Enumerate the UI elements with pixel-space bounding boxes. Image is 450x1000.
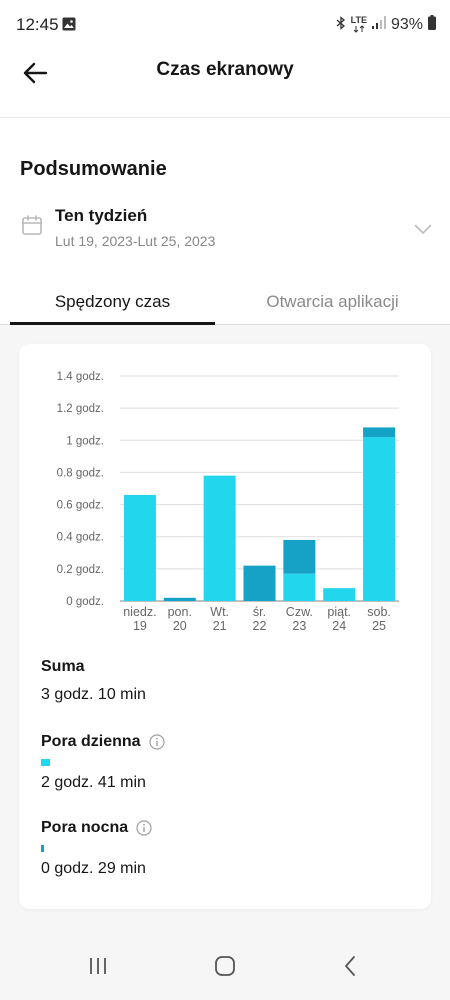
active-tab-indicator [10,322,215,325]
x-tick-label: 23 [292,619,306,633]
home-icon [215,956,235,976]
x-tick-label: 22 [253,619,267,633]
status-time: 12:45 [16,15,59,34]
recents-icon [90,958,106,974]
tab-time-spent[interactable]: Spędzony czas [54,292,171,311]
recents-button[interactable] [76,954,120,978]
stats-panel: Suma 3 godz. 10 min Pora dzienna 2 godz.… [41,656,411,878]
battery-level: 93% [390,15,423,33]
y-tick-label: 0.4 godz. [57,532,104,544]
nav-back-button[interactable] [328,954,372,978]
x-tick-label: 21 [213,619,227,633]
summary-section: Podsumowanie Ten tydzień Lut 19, 2023-Lu… [0,118,450,325]
x-tick-label: 24 [332,619,346,633]
status-indicators: LTE 93% [336,15,436,34]
x-tick-label: niedz. [123,605,156,619]
x-tick-label: pon. [168,605,192,619]
y-tick-label: 1 godz. [66,435,104,447]
tab-app-opens[interactable]: Otwarcia aplikacji [266,292,399,311]
bar-day [323,588,356,601]
info-icon[interactable] [148,734,165,750]
info-icon[interactable] [136,820,152,836]
x-tick-label: 25 [372,619,386,633]
bar-day [283,573,316,601]
screen-time-card: 0 godz. 0.2 godz. 0.4 godz. 0.6 godz. 0.8 go… [19,344,431,909]
nighttime-label: Pora nocna [41,819,129,836]
gallery-notification-icon [62,17,76,36]
y-tick-label: 1.4 godz. [57,371,104,383]
daytime-value: 2 godz. 41 min [41,774,146,791]
y-tick-label: 0.8 godz. [57,467,104,479]
x-tick-label: 19 [133,619,147,633]
bar-day [203,475,236,601]
y-tick-label: 0 godz. [66,596,104,608]
bar-night [363,427,396,438]
x-tick-label: 20 [173,619,187,633]
nighttime-title: Pora nocna [41,819,411,837]
bar-chart: 0 godz. 0.2 godz. 0.4 godz. 0.6 godz. 0.8 go… [57,371,399,633]
x-tick-label: śr. [253,605,266,619]
period-label: Ten tydzień [55,206,148,225]
bar-night [243,565,276,601]
daytime-title: Pora dzienna [41,733,411,751]
period-selector[interactable]: Ten tydzień Lut 19, 2023-Lut 25, 2023 [0,198,450,258]
system-nav-bar [0,930,450,1000]
bar-day [363,437,396,601]
total-value: 3 godz. 10 min [41,686,146,703]
battery-icon [428,15,436,34]
x-tick-label: piąt. [327,605,351,619]
bar-night [283,539,316,574]
summary-title: Podsumowanie [20,158,167,180]
calendar-icon [21,214,43,241]
bar-day [123,494,156,601]
tab-bar: Spędzony czas Otwarcia aplikacji [0,280,450,325]
app-header: Czas ekranowy [0,50,450,120]
nighttime-legend-swatch [41,845,44,852]
total-label: Suma [41,658,85,675]
chevron-down-icon [414,222,432,240]
back-chevron-icon [345,956,355,976]
home-button[interactable] [203,954,247,978]
daytime-legend-swatch [41,759,50,766]
period-range: Lut 19, 2023-Lut 25, 2023 [55,233,216,249]
lte-icon: LTE [351,16,367,33]
x-tick-label: Wt. [210,605,229,619]
signal-icon [371,16,386,33]
y-tick-label: 0.2 godz. [57,564,104,576]
nighttime-value: 0 godz. 29 min [41,860,146,877]
header-divider [0,117,450,118]
back-button[interactable] [18,56,52,90]
network-type: LTE [350,15,367,25]
x-tick-label: sob. [367,605,391,619]
daytime-label: Pora dzienna [41,733,141,750]
status-bar: 12:45 LTE 93% [0,0,450,50]
arrow-left-icon [23,62,48,84]
bar-night [163,597,196,601]
bluetooth-icon [336,15,346,34]
page-title: Czas ekranowy [156,59,294,80]
y-tick-label: 1.2 godz. [57,403,104,415]
x-tick-label: Czw. [286,605,313,619]
y-tick-label: 0.6 godz. [57,500,104,512]
